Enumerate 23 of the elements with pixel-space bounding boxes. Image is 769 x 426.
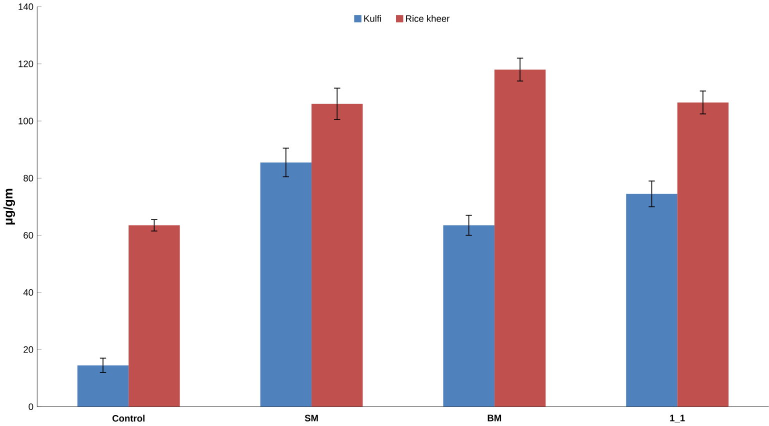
bar: [494, 70, 546, 407]
y-axis-title: μg/gm: [3, 189, 16, 225]
y-tick-label: 20: [24, 346, 34, 354]
bar: [626, 194, 678, 407]
bar: [77, 365, 129, 407]
bar: [443, 225, 494, 407]
bar: [260, 162, 312, 407]
legend-label: Kulfi: [364, 15, 381, 22]
x-tick-label: Control: [112, 414, 144, 422]
x-tick-label: 1_1: [670, 414, 685, 422]
x-tick-label: SM: [304, 414, 318, 422]
legend-label: Rice kheer: [406, 15, 450, 22]
y-tick-label: 0: [28, 404, 34, 410]
y-tick-label: 60: [24, 232, 34, 239]
bar: [312, 104, 363, 407]
bar: [677, 102, 729, 407]
y-tick-label: 140: [18, 4, 34, 10]
x-tick-label: BM: [488, 414, 502, 422]
bar: [128, 225, 180, 407]
y-tick-label: 40: [23, 289, 34, 296]
y-tick-label: 80: [24, 174, 34, 182]
y-tick-label: 100: [18, 118, 34, 124]
y-tick-label: 120: [18, 60, 34, 68]
